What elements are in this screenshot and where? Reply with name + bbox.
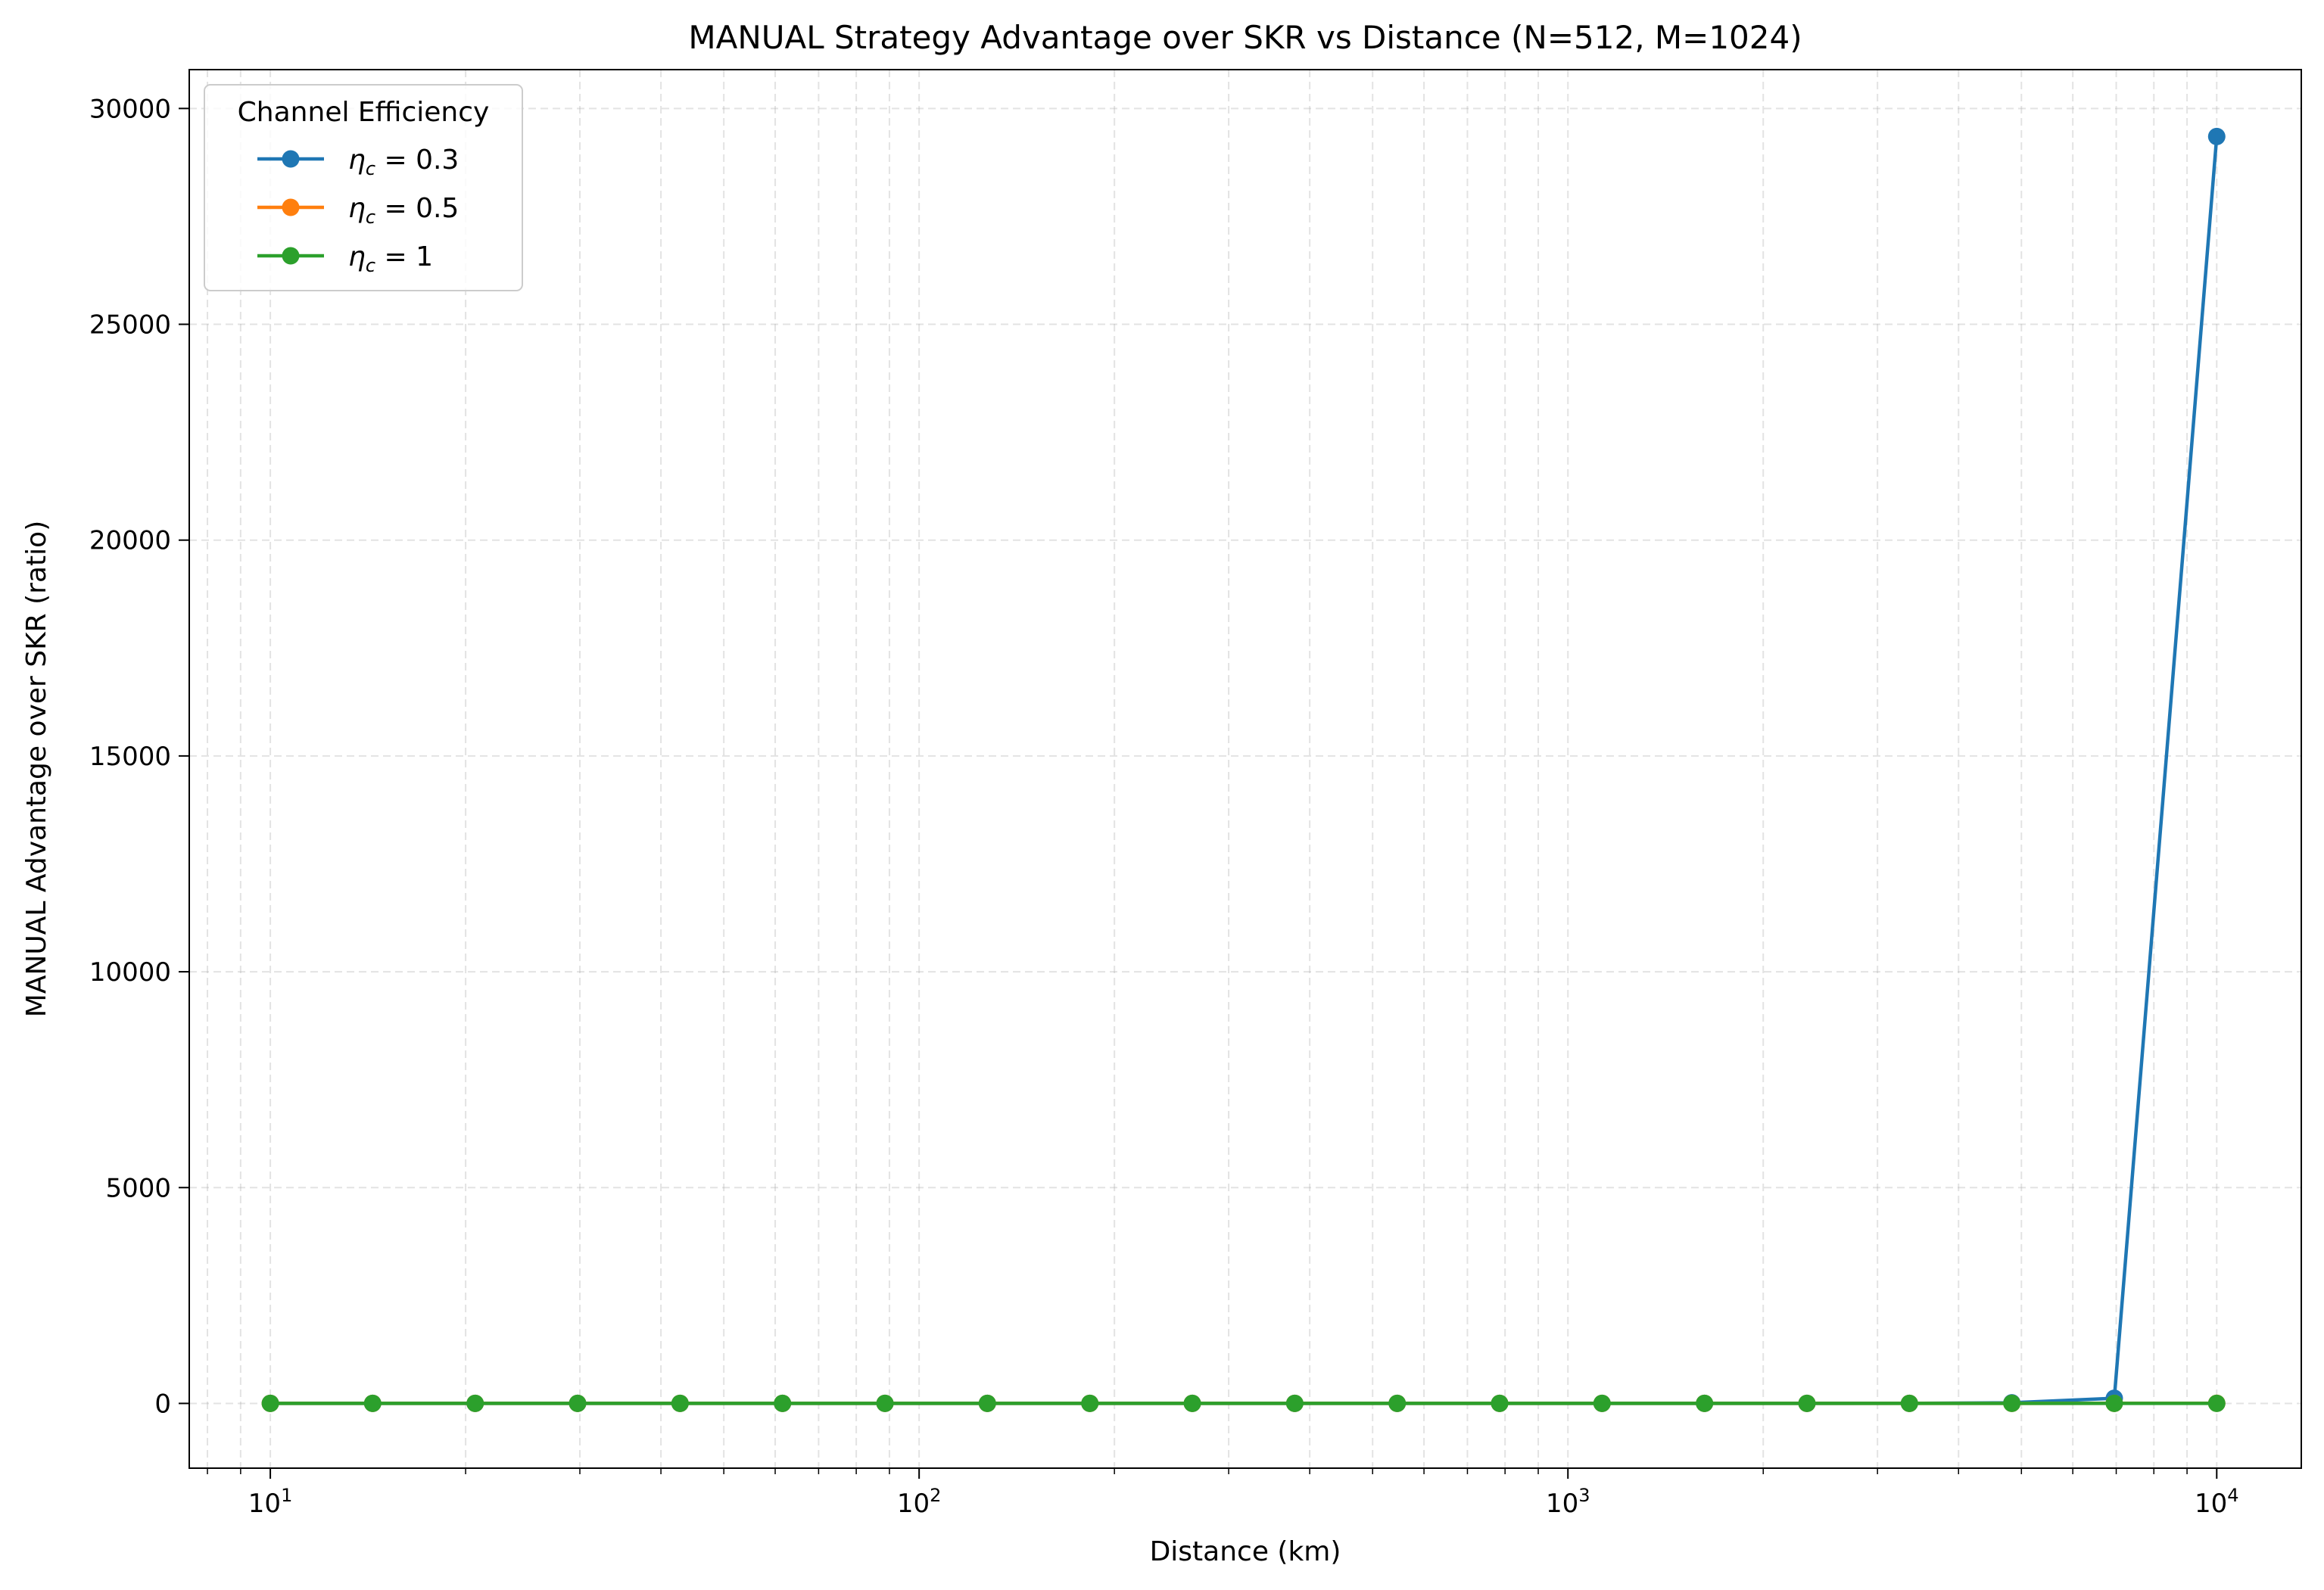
- data-point: [2003, 1394, 2021, 1412]
- x-axis-label: Distance (km): [1150, 1536, 1341, 1567]
- y-tick-label: 10000: [89, 957, 171, 988]
- series-3: [261, 1394, 2226, 1412]
- data-point: [2207, 1394, 2226, 1412]
- axes: 0 5000 10000 15000 20000 25000 30000 101 102 103 1…: [89, 94, 2239, 1519]
- legend-marker: [282, 150, 300, 168]
- data-point: [1388, 1394, 1407, 1412]
- plot-area: [189, 70, 2301, 1468]
- chart-title: MANUAL Strategy Advantage over SKR vs Di…: [688, 19, 1802, 56]
- x-tick-label: 102: [897, 1485, 942, 1519]
- legend-box: [204, 84, 523, 291]
- data-point: [671, 1394, 689, 1412]
- data-point: [1491, 1394, 1509, 1412]
- data-point: [261, 1394, 279, 1412]
- legend-entry: ηc = 0.3: [257, 145, 459, 179]
- data-point: [1081, 1394, 1099, 1412]
- x-tick-label: 101: [248, 1485, 293, 1519]
- y-axis-label: MANUAL Advantage over SKR (ratio): [21, 521, 52, 1017]
- data-point: [569, 1394, 587, 1412]
- y-tick-label: 15000: [89, 742, 171, 772]
- legend-entry: ηc = 1: [257, 241, 433, 276]
- legend-marker: [282, 198, 300, 216]
- data-point: [876, 1394, 894, 1412]
- series-layer: [261, 127, 2226, 1412]
- legend-label: ηc = 0.5: [348, 193, 459, 228]
- data-point: [363, 1394, 382, 1412]
- legend-label: ηc = 1: [348, 241, 433, 276]
- legend: Channel Efficiency ηc = 0.3ηc = 0.5ηc = …: [204, 84, 523, 291]
- plot-frame: [188, 69, 2302, 1469]
- legend-label: ηc = 0.3: [348, 145, 459, 179]
- y-tick-label: 5000: [105, 1173, 171, 1203]
- y-tick-label: 0: [154, 1389, 171, 1419]
- data-point: [466, 1394, 484, 1412]
- legend-entry: ηc = 0.5: [257, 193, 459, 228]
- legend-marker: [282, 247, 300, 265]
- data-point: [774, 1394, 792, 1412]
- x-tick-label: 104: [2195, 1485, 2239, 1519]
- data-point: [1696, 1394, 1714, 1412]
- x-tick-label: 103: [1546, 1485, 1590, 1519]
- y-tick-label: 25000: [89, 310, 171, 341]
- data-point: [978, 1394, 996, 1412]
- legend-title: Channel Efficiency: [238, 97, 490, 128]
- data-point: [1798, 1394, 1816, 1412]
- y-tick-label: 30000: [89, 94, 171, 124]
- data-point: [1183, 1394, 1201, 1412]
- data-point: [1593, 1394, 1611, 1412]
- grid: [189, 70, 2301, 1468]
- legend-entries: ηc = 0.3 ηc = 0.5 ηc = 1: [257, 145, 459, 276]
- data-point: [2207, 127, 2226, 145]
- y-tick-label: 20000: [89, 526, 171, 556]
- data-point: [2105, 1394, 2123, 1412]
- data-point: [1285, 1394, 1304, 1412]
- data-point: [1900, 1394, 1918, 1412]
